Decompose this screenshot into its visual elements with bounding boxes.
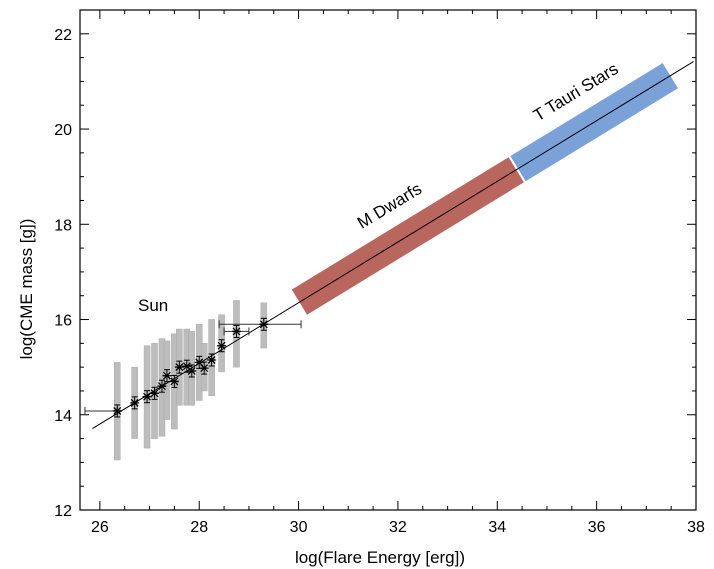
sun-point-9	[187, 366, 197, 375]
y-tick-label-2: 16	[54, 313, 72, 330]
x-tick-label-1: 28	[190, 519, 208, 536]
y-tick-label-5: 22	[54, 27, 72, 44]
x-tick-label-4: 34	[488, 519, 506, 536]
sun-point-0	[112, 406, 122, 415]
x-tick-label-0: 26	[91, 519, 109, 536]
sun-label: Sun	[138, 296, 168, 315]
y-axis-label: log(CME mass [g])	[17, 219, 36, 360]
sun-point-2	[142, 392, 152, 401]
sun-point-7	[174, 363, 184, 372]
plot-frame	[79, 9, 697, 511]
y-tick-label-0: 12	[54, 503, 72, 520]
sun-points-layer	[84, 317, 302, 418]
y-tick-label-1: 14	[54, 408, 72, 425]
sun-point-6	[169, 377, 179, 386]
x-tick-label-5: 36	[588, 519, 606, 536]
ticks-layer: 26 28 30 32 34 36 38 12 14 16 18 20 22	[54, 9, 705, 536]
y-tick-label-3: 18	[54, 217, 72, 234]
sun-point-5	[162, 371, 172, 380]
sun-point-15	[259, 320, 269, 329]
sun-point-1	[130, 398, 140, 407]
sun-point-12	[207, 356, 217, 364]
fit-line	[92, 61, 694, 430]
sun-point-11	[199, 364, 209, 373]
x-tick-label-6: 38	[687, 519, 705, 536]
sun-point-4	[157, 382, 167, 391]
sun-point-3	[150, 389, 160, 398]
labels-layer: M Dwarfs T Tauri Stars Sun	[138, 59, 622, 315]
sun-point-14	[231, 327, 241, 336]
sun-point-13	[217, 341, 227, 350]
y-tick-label-4: 20	[54, 122, 72, 139]
x-axis-label: log(Flare Energy [erg])	[295, 548, 465, 567]
x-tick-label-3: 32	[389, 519, 407, 536]
x-tick-label-2: 30	[290, 519, 308, 536]
